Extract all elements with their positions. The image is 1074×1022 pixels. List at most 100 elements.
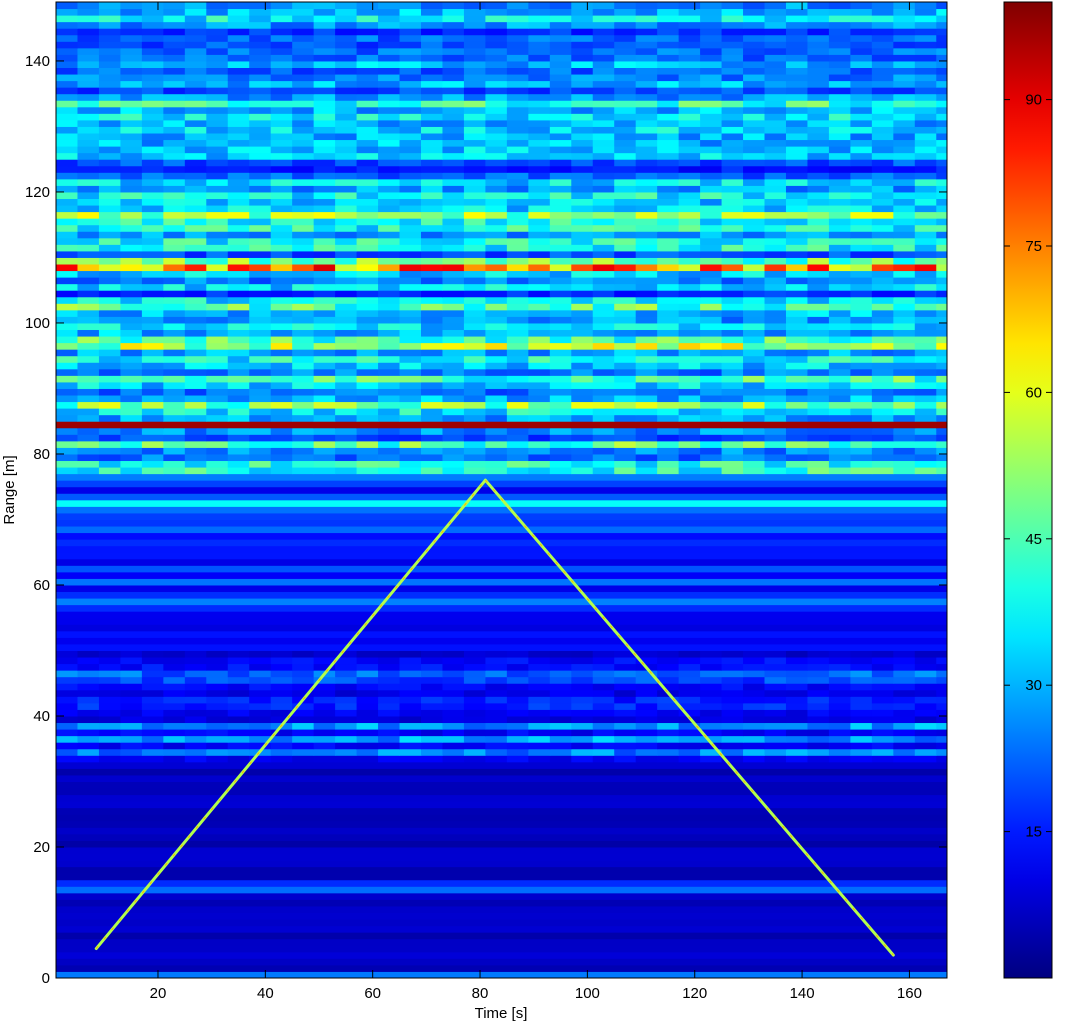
heatmap-cell <box>270 191 293 200</box>
heatmap-cell <box>635 421 658 429</box>
heatmap-cell <box>506 8 529 16</box>
heatmap-cell <box>893 264 916 272</box>
heatmap-cell <box>571 264 594 272</box>
heatmap-cell <box>828 309 851 317</box>
heatmap-cell <box>700 414 723 422</box>
heatmap-cell <box>614 277 637 285</box>
heatmap-cell <box>420 146 443 154</box>
heatmap-cell <box>356 165 379 173</box>
heatmap-cell <box>442 368 465 376</box>
heatmap-cell <box>206 676 229 684</box>
heatmap-cell <box>871 106 894 114</box>
heatmap-cell <box>335 100 358 108</box>
heatmap-cell <box>678 670 701 678</box>
heatmap-cell <box>614 355 637 363</box>
heatmap-cell <box>828 676 851 684</box>
heatmap-cell <box>163 74 186 82</box>
heatmap-cell <box>270 80 293 88</box>
heatmap-cell <box>506 74 529 82</box>
heatmap-cell <box>442 250 465 258</box>
heatmap-cell <box>206 100 229 108</box>
heatmap-cell <box>249 257 272 265</box>
heatmap-cell <box>549 702 572 710</box>
heatmap-cell <box>721 395 744 403</box>
heatmap-cell <box>614 133 637 141</box>
heatmap-cell <box>163 257 186 265</box>
heatmap-cell <box>828 270 851 278</box>
heatmap-cell <box>807 159 830 167</box>
heatmap-cell <box>56 106 78 114</box>
heatmap-cell <box>506 650 529 658</box>
heatmap-cell <box>399 211 422 219</box>
heatmap-cell <box>399 198 422 206</box>
heatmap-cell <box>227 152 250 160</box>
heatmap-cell <box>721 316 744 324</box>
heatmap-cell <box>206 264 229 272</box>
heatmap-cell <box>678 257 701 265</box>
heatmap-cell <box>335 467 358 475</box>
heatmap-cell <box>678 119 701 127</box>
heatmap-cell <box>528 47 551 55</box>
heatmap-cell <box>893 349 916 357</box>
heatmap-cell <box>850 742 873 750</box>
heatmap-cell <box>292 689 315 697</box>
heatmap-cell <box>356 146 379 154</box>
heatmap-cell <box>549 60 572 69</box>
heatmap-cell <box>485 15 508 23</box>
heatmap-cell <box>700 689 723 697</box>
heatmap-cell <box>56 21 78 29</box>
heatmap-row <box>56 584 947 593</box>
heatmap-cell <box>206 689 229 697</box>
heatmap-cell <box>871 34 894 42</box>
heatmap-cell <box>227 447 250 455</box>
heatmap-cell <box>635 702 658 710</box>
heatmap-cell <box>420 755 443 763</box>
heatmap-cell <box>270 355 293 363</box>
heatmap-cell <box>420 277 443 285</box>
heatmap-cell <box>764 165 787 173</box>
heatmap-cell <box>764 362 787 370</box>
heatmap-cell <box>936 152 947 160</box>
heatmap-cell <box>506 231 529 239</box>
heatmap-cell <box>206 106 229 114</box>
heatmap-cell <box>828 172 851 180</box>
heatmap-cell <box>785 152 808 160</box>
heatmap-row <box>56 506 947 514</box>
heatmap-cell <box>206 408 229 416</box>
heatmap-cell <box>270 689 293 697</box>
heatmap-cell <box>335 87 358 95</box>
heatmap-cell <box>914 47 937 55</box>
heatmap-cell <box>914 309 937 317</box>
heatmap-cell <box>313 106 336 114</box>
heatmap-cell <box>463 670 486 678</box>
heatmap-cell <box>528 303 551 311</box>
heatmap-cell <box>571 447 594 455</box>
y-tick-label: 140 <box>25 53 50 70</box>
heatmap-cell <box>485 237 508 245</box>
heatmap-cell <box>356 368 379 376</box>
heatmap-cell <box>120 342 143 350</box>
heatmap-cell <box>850 205 873 213</box>
heatmap-cell <box>936 735 947 743</box>
heatmap-cell <box>785 414 808 422</box>
heatmap-cell <box>356 106 379 114</box>
heatmap-cell <box>292 165 315 173</box>
heatmap-cell <box>893 355 916 363</box>
heatmap-cell <box>678 106 701 114</box>
heatmap-cell <box>206 8 229 16</box>
heatmap-row <box>56 971 947 978</box>
heatmap-cell <box>56 47 78 55</box>
heatmap-cell <box>141 408 164 416</box>
heatmap-cell <box>807 427 830 435</box>
heatmap-cell <box>249 663 272 671</box>
heatmap-cell <box>614 702 637 710</box>
heatmap-cell <box>463 336 486 344</box>
heatmap-cell <box>442 290 465 298</box>
heatmap-cell <box>77 421 100 429</box>
heatmap-cell <box>914 218 937 226</box>
heatmap-cell <box>206 670 229 678</box>
heatmap-cell <box>743 453 766 462</box>
heatmap-cell <box>657 401 680 409</box>
heatmap-cell <box>292 414 315 422</box>
heatmap-cell <box>313 722 336 730</box>
